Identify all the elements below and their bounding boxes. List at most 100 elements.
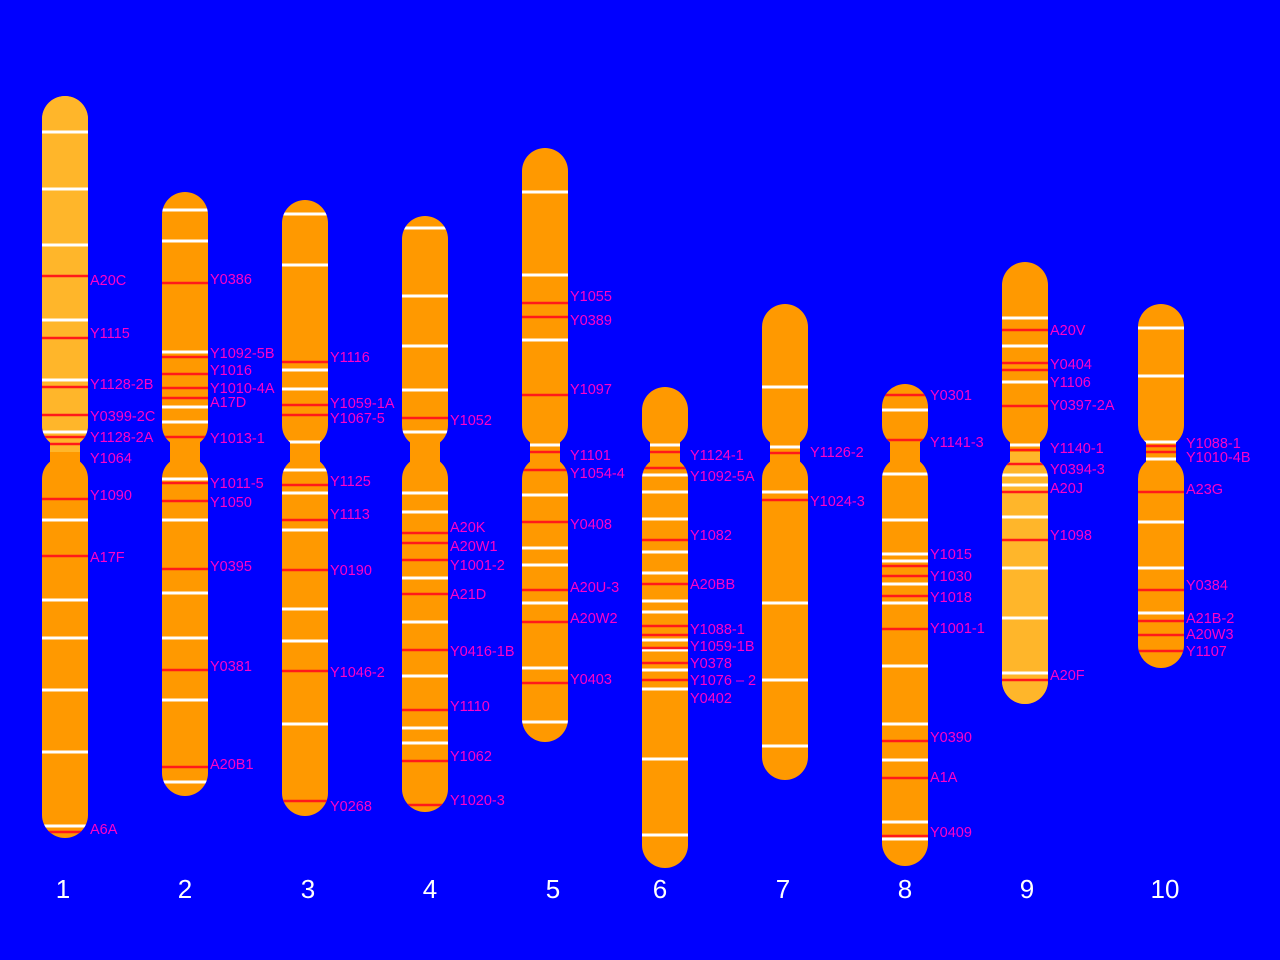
chromosome-band xyxy=(1002,443,1048,447)
chromosome-band xyxy=(42,518,88,522)
chromosome-band xyxy=(522,546,568,550)
marker-label: Y1052 xyxy=(450,413,492,429)
marker-line xyxy=(162,372,208,376)
marker-label: A20BB xyxy=(690,577,735,593)
marker-label: Y0389 xyxy=(570,313,612,329)
chromosome-number: 10 xyxy=(1151,874,1180,904)
chromosome-band xyxy=(882,552,928,556)
marker-line xyxy=(1002,490,1048,494)
marker-label: Y0378 xyxy=(690,656,732,672)
marker-label: Y0386 xyxy=(210,272,252,288)
marker-label: A20W2 xyxy=(570,611,618,627)
chromosome-band xyxy=(1138,611,1184,615)
chromosome-band xyxy=(882,601,928,605)
marker-label: Y1024-3 xyxy=(810,494,865,510)
marker-label: Y1067-5 xyxy=(330,411,385,427)
marker-label: Y0384 xyxy=(1186,578,1228,594)
chromosome-7: Y1126-2 Y1024-3 7 xyxy=(762,304,865,904)
chromosome-number: 6 xyxy=(653,874,667,904)
marker-line xyxy=(642,646,688,650)
marker-line xyxy=(42,442,88,446)
chromosome-band xyxy=(642,668,688,672)
chromosome-band xyxy=(42,187,88,191)
chromosome-band xyxy=(522,273,568,277)
marker-line xyxy=(42,554,88,558)
marker-line xyxy=(882,594,928,598)
chromosome-band xyxy=(882,472,928,476)
chromosome-number: 9 xyxy=(1020,874,1034,904)
chromosome-band xyxy=(42,318,88,322)
chromosome-band xyxy=(42,378,88,382)
chromosome-band xyxy=(1002,316,1048,320)
chromosome-4: Y1052 A20K A20W1 Y1001-2 A21D Y0416-1B Y1110 Y1… xyxy=(402,216,515,904)
chromosome-band xyxy=(882,837,928,841)
chromosome-band xyxy=(162,239,208,243)
marker-line xyxy=(642,450,688,454)
marker-label: A20J xyxy=(1050,481,1083,497)
chromosome-6: Y1124-1 Y1092-5A Y1082 A20BB Y1088-1Y1059-1B… xyxy=(642,387,756,904)
marker-label: Y0190 xyxy=(330,563,372,579)
marker-line xyxy=(282,483,328,487)
marker-label: Y0301 xyxy=(930,388,972,404)
marker-label: Y1097 xyxy=(570,382,612,398)
chromosome-body xyxy=(642,387,688,868)
marker-label: Y0268 xyxy=(330,799,372,815)
marker-line xyxy=(882,564,928,568)
chromosome-band xyxy=(162,208,208,212)
chromosome-band xyxy=(762,678,808,682)
marker-line xyxy=(162,281,208,285)
marker-label: Y1020-3 xyxy=(450,793,505,809)
chromosome-band xyxy=(522,443,568,447)
marker-label: Y1125 xyxy=(330,474,371,490)
marker-line xyxy=(162,481,208,485)
marker-label: Y0408 xyxy=(570,517,612,533)
chromosome-band xyxy=(642,473,688,477)
marker-line xyxy=(522,450,568,454)
marker-line xyxy=(162,435,208,439)
marker-label: A17F xyxy=(90,550,125,566)
marker-line xyxy=(162,567,208,571)
marker-label: Y1116 xyxy=(330,350,370,366)
marker-label: Y1107 xyxy=(1186,644,1227,660)
chromosome-band xyxy=(162,591,208,595)
marker-label: Y1090 xyxy=(90,488,132,504)
chromosome-1: A20C Y1115 Y1128-2B Y0399-2C Y1128-2A Y1064 Y1… xyxy=(42,96,155,904)
marker-line xyxy=(1002,368,1048,372)
chromosome-arm-light xyxy=(42,96,88,452)
chromosome-band xyxy=(42,598,88,602)
chromosome-band xyxy=(402,576,448,580)
chromosome-band xyxy=(402,726,448,730)
marker-label: Y1101 xyxy=(570,448,611,464)
chromosome-band xyxy=(762,445,808,449)
chromosome-body xyxy=(282,200,328,816)
marker-line xyxy=(162,386,208,390)
marker-line xyxy=(882,627,928,631)
chromosome-band xyxy=(642,571,688,575)
marker-label: A20W1 xyxy=(450,539,498,555)
chromosome-band xyxy=(1138,440,1184,444)
chromosome-band xyxy=(642,687,688,691)
chromosome-number: 8 xyxy=(898,874,912,904)
marker-line xyxy=(642,678,688,682)
chromosome-band xyxy=(522,720,568,724)
marker-line xyxy=(1138,633,1184,637)
marker-line xyxy=(1002,462,1048,466)
marker-label: Y0381 xyxy=(210,659,252,675)
marker-line xyxy=(402,708,448,712)
chromosome-band xyxy=(1002,515,1048,519)
chromosome-band xyxy=(402,226,448,230)
chromosome-number: 5 xyxy=(546,874,560,904)
marker-line xyxy=(402,592,448,596)
chromosome-number: 4 xyxy=(423,874,437,904)
marker-line xyxy=(1002,361,1048,365)
marker-line xyxy=(402,531,448,535)
marker-label: A21D xyxy=(450,587,486,603)
chromosome-band xyxy=(162,636,208,640)
marker-label: Y1050 xyxy=(210,495,252,511)
marker-line xyxy=(42,413,88,417)
marker-label: Y0403 xyxy=(570,672,612,688)
marker-line xyxy=(282,518,328,522)
chromosome-band xyxy=(282,722,328,726)
chromosome-band xyxy=(1002,473,1048,477)
chromosome-band xyxy=(402,491,448,495)
